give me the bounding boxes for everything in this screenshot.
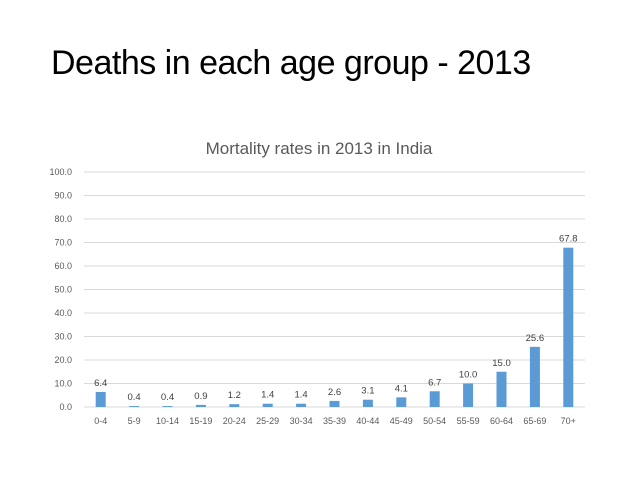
bar-5-9: [129, 406, 140, 407]
bar-55-59: [463, 383, 474, 407]
x-tick-label: 20-24: [223, 416, 246, 426]
data-label: 67.8: [559, 234, 578, 245]
x-tick-label: 30-34: [290, 416, 313, 426]
bar-60-64: [496, 371, 507, 407]
x-axis-ticks: 0-4 5-9 10-14 15-19 20-24 25-29 30-34 35-39 40-4…: [94, 416, 576, 426]
y-tick-label: 70.0: [54, 238, 72, 248]
x-tick-label: 40-44: [356, 416, 379, 426]
y-tick-label: 60.0: [54, 261, 72, 271]
bar-30-34: [296, 403, 307, 407]
data-label: 2.6: [328, 387, 341, 398]
y-tick-label: 10.0: [54, 379, 72, 389]
bar-15-19: [195, 404, 206, 407]
x-tick-label: 5-9: [128, 416, 141, 426]
data-label: 25.6: [526, 333, 545, 344]
x-tick-label: 25-29: [256, 416, 279, 426]
x-tick-label: 0-4: [94, 416, 107, 426]
x-tick-label: 70+: [561, 416, 576, 426]
data-label: 3.1: [361, 386, 374, 397]
data-label: 0.4: [161, 392, 174, 403]
x-tick-label: 45-49: [390, 416, 413, 426]
y-tick-label: 0.0: [59, 402, 72, 412]
bar-65-69: [529, 346, 540, 407]
bar-20-24: [229, 404, 240, 407]
y-tick-label: 20.0: [54, 355, 72, 365]
bar-40-44: [362, 399, 373, 407]
bar-70+: [563, 247, 574, 407]
data-label: 6.7: [428, 377, 441, 388]
bar-35-39: [329, 400, 340, 407]
y-axis-ticks: 0.0 10.0 20.0 30.0 40.0 50.0 60.0 70.0 80.0 90.0 1…: [49, 167, 72, 412]
data-label: 1.2: [228, 390, 241, 401]
y-tick-label: 100.0: [49, 167, 72, 177]
x-tick-label: 55-59: [457, 416, 480, 426]
y-tick-label: 30.0: [54, 332, 72, 342]
bars: [95, 247, 574, 407]
chart-title: Mortality rates in 2013 in India: [206, 139, 433, 158]
x-tick-label: 10-14: [156, 416, 179, 426]
y-tick-label: 40.0: [54, 308, 72, 318]
bar-50-54: [429, 391, 440, 407]
x-tick-label: 65-69: [523, 416, 546, 426]
bar-10-14: [162, 406, 173, 407]
data-labels: 6.4 0.4 0.4 0.9 1.2 1.4 1.4 2.6 3.1 4.1 6.7 10.0 15.…: [94, 234, 577, 403]
gridlines: [84, 171, 585, 408]
data-label: 0.9: [194, 391, 207, 402]
bar-0-4: [95, 391, 106, 407]
data-label: 4.1: [395, 383, 408, 394]
y-tick-label: 50.0: [54, 285, 72, 295]
data-label: 10.0: [459, 370, 478, 381]
bar-25-29: [262, 403, 273, 407]
data-label: 15.0: [492, 358, 511, 369]
data-label: 0.4: [127, 392, 140, 403]
y-tick-label: 90.0: [54, 191, 72, 201]
data-label: 6.4: [94, 378, 107, 389]
x-tick-label: 35-39: [323, 416, 346, 426]
x-tick-label: 50-54: [423, 416, 446, 426]
data-label: 1.4: [294, 390, 307, 401]
x-tick-label: 60-64: [490, 416, 513, 426]
x-tick-label: 15-19: [189, 416, 212, 426]
bar-45-49: [396, 397, 407, 407]
slide-title: Deaths in each age group - 2013: [51, 44, 531, 82]
data-label: 1.4: [261, 390, 274, 401]
y-tick-label: 80.0: [54, 214, 72, 224]
